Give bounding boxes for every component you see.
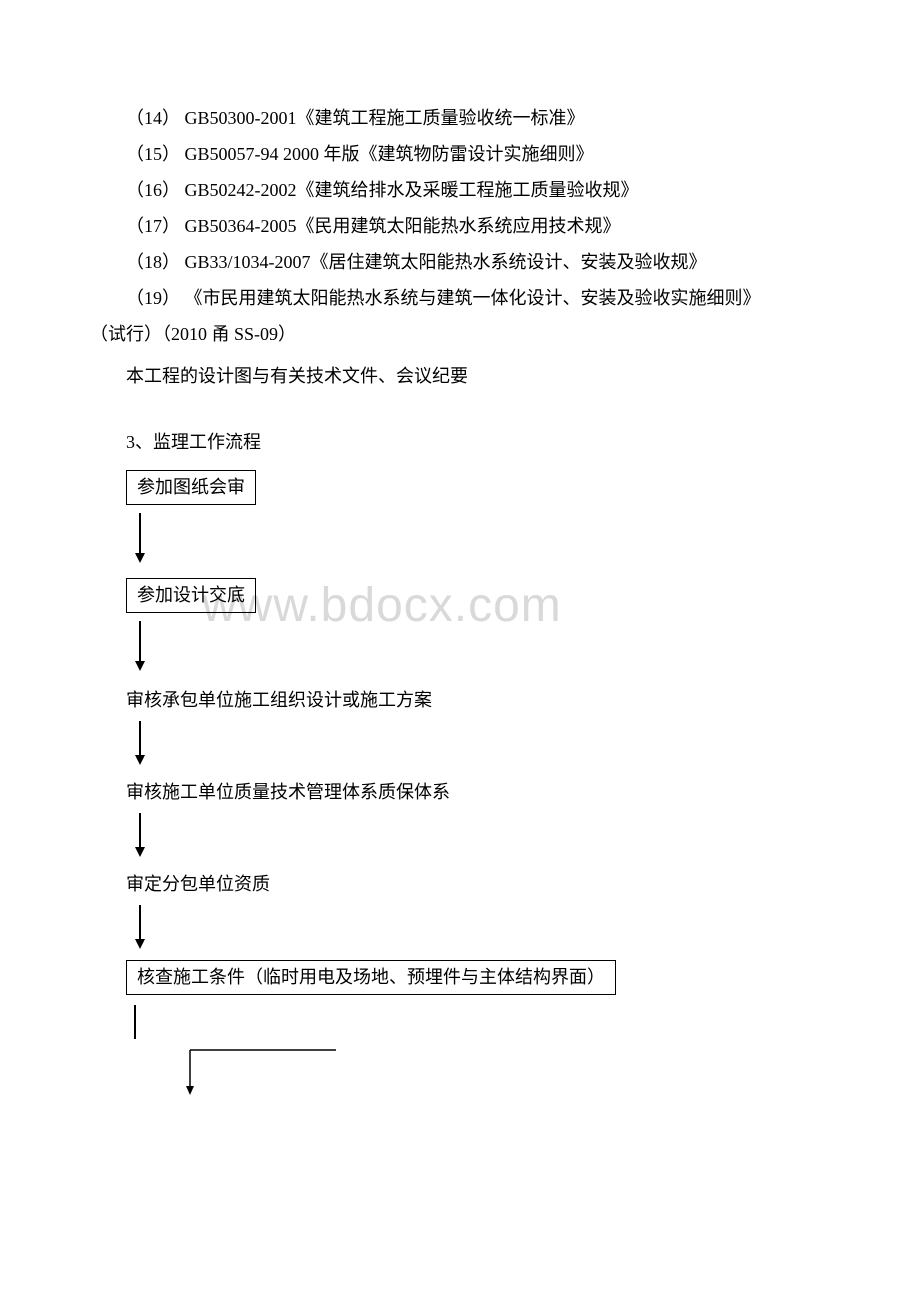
elbow-arrow-icon [186,1048,346,1098]
flow-arrow-2 [132,621,830,678]
flow-step-5-label: 审定分包单位资质 [126,870,830,899]
flow-arrow-3 [132,721,830,772]
flow-step-6-box: 核查施工条件（临时用电及场地、预埋件与主体结构界面） [126,960,616,995]
down-arrow-icon [132,513,148,565]
flow-step-1-box: 参加图纸会审 [126,470,256,505]
flow-step-6-label: 核查施工条件（临时用电及场地、预埋件与主体结构界面） [137,967,605,987]
flow-step-4-label: 审核施工单位质量技术管理体系质保体系 [126,778,830,807]
flow-arrow-4 [132,813,830,864]
ref-17: （17） GB50364-2005《民用建筑太阳能热水系统应用技术规》 [90,208,830,244]
ref-19-line2: （试行）（2010 甬 SS-09） [90,316,830,352]
ref-19-line1: （19） 《市民用建筑太阳能热水系统与建筑一体化设计、安装及验收实施细则》 [90,280,830,316]
ref-16: （16） GB50242-2002《建筑给排水及采暖工程施工质量验收规》 [90,172,830,208]
flow-step-2-label: 参加设计交底 [137,585,245,605]
down-arrow-icon [132,905,148,951]
flow-step-3-label: 审核承包单位施工组织设计或施工方案 [126,686,830,715]
down-arrow-icon [132,721,148,767]
flowchart: 参加图纸会审 参加设计交底 审核承包单位施工组织设计或施工方案 [126,470,830,1103]
flow-arrow-5 [132,905,830,956]
ref-15: （15） GB50057-94 2000 年版《建筑物防雷设计实施细则》 [90,136,830,172]
down-arrow-icon [132,813,148,859]
down-arrow-icon [132,621,148,673]
ref-14: （14） GB50300-2001《建筑工程施工质量验收统一标准》 [90,100,830,136]
flow-step-2-box: 参加设计交底 [126,578,256,613]
flow-arrow-1 [132,513,830,570]
flow-elbow-connector [186,1048,830,1103]
flow-step-1-label: 参加图纸会审 [137,477,245,497]
ref-18: （18） GB33/1034-2007《居住建筑太阳能热水系统设计、安装及验收规… [90,244,830,280]
design-docs-note: 本工程的设计图与有关技术文件、会议纪要 [90,358,830,394]
flow-vertical-connector [126,1005,830,1044]
section-title: 3、监理工作流程 [90,424,830,460]
